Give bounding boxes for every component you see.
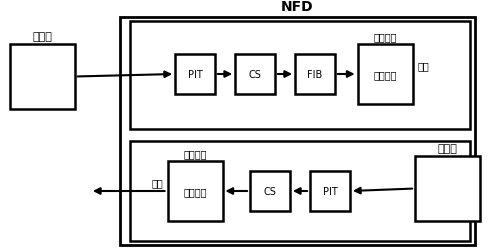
Bar [130,141,470,241]
Bar [295,55,335,94]
Text: 转发策略: 转发策略 [373,70,397,80]
Bar [415,156,480,221]
Text: 数据包: 数据包 [438,143,457,153]
Bar [167,161,222,221]
Text: PIT: PIT [323,186,338,196]
Text: 兴趣包: 兴趣包 [33,32,52,42]
Bar [235,55,275,94]
Text: CS: CS [248,70,261,80]
Bar [357,45,412,105]
Text: NFD: NFD [281,0,314,14]
Text: PIT: PIT [188,70,202,80]
Text: 转发策略: 转发策略 [373,32,397,42]
Text: FIB: FIB [307,70,323,80]
Text: 转发: 转发 [417,61,429,71]
Bar [175,55,215,94]
Text: CS: CS [263,186,276,196]
Bar [310,171,350,211]
Bar [250,171,290,211]
Text: 转发策略: 转发策略 [183,148,207,158]
Text: 转发: 转发 [152,177,163,187]
Bar [130,22,470,130]
Text: 转发策略: 转发策略 [183,186,207,196]
Bar [10,45,75,110]
Bar [120,18,475,245]
